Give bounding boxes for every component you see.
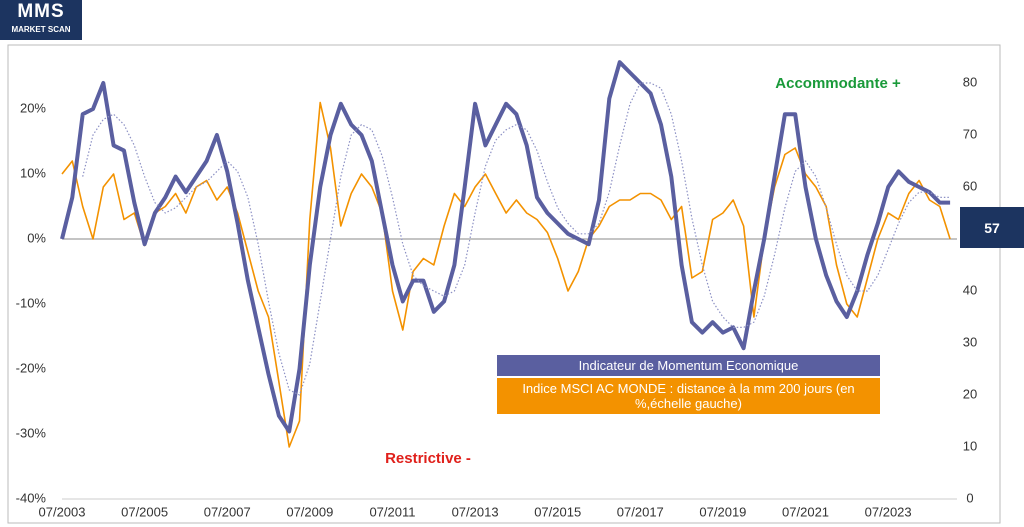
y2-tick-label: 10 (963, 438, 977, 453)
y-tick-label: 10% (20, 165, 46, 180)
annotation: Restrictive - (385, 450, 471, 467)
x-tick-label: 07/2009 (286, 504, 333, 519)
annotation: Accommodante + (775, 75, 901, 92)
y2-tick-label: 20 (963, 386, 977, 401)
series-line (82, 82, 951, 396)
x-tick-label: 07/2007 (204, 504, 251, 519)
y2-tick-label: 60 (963, 178, 977, 193)
y-tick-label: -30% (16, 425, 47, 440)
legend-entry: Indice MSCI AC MONDE : distance à la mm … (497, 378, 880, 414)
logo-subtitle: MARKET SCAN (11, 25, 71, 34)
x-tick-label: 07/2017 (617, 504, 664, 519)
logo-title: MMS (17, 1, 65, 22)
y-tick-label: -10% (16, 295, 47, 310)
y-tick-label: 20% (20, 100, 46, 115)
x-tick-label: 07/2013 (452, 504, 499, 519)
y2-tick-label: 80 (963, 74, 977, 89)
x-tick-label: 07/2003 (39, 504, 86, 519)
y2-tick-label: 70 (963, 126, 977, 141)
legend-entry: Indicateur de Momentum Economique (497, 355, 880, 376)
x-tick-label: 07/2005 (121, 504, 168, 519)
y-tick-label: -40% (16, 490, 47, 505)
logo: MMS MARKET SCAN (0, 0, 82, 40)
x-tick-label: 07/2023 (865, 504, 912, 519)
y2-tick-label: 30 (963, 334, 977, 349)
y2-tick-label: 40 (963, 282, 977, 297)
y-tick-label: -20% (16, 360, 47, 375)
x-tick-label: 07/2019 (699, 504, 746, 519)
chart-frame (7, 44, 1001, 524)
x-tick-label: 07/2021 (782, 504, 829, 519)
series-line (60, 60, 951, 434)
x-tick-label: 07/2015 (534, 504, 581, 519)
y-tick-label: 0% (27, 230, 46, 245)
last-value-badge: 57 (960, 207, 1024, 248)
y2-tick-label: 0 (966, 490, 973, 505)
x-tick-label: 07/2011 (369, 504, 415, 519)
